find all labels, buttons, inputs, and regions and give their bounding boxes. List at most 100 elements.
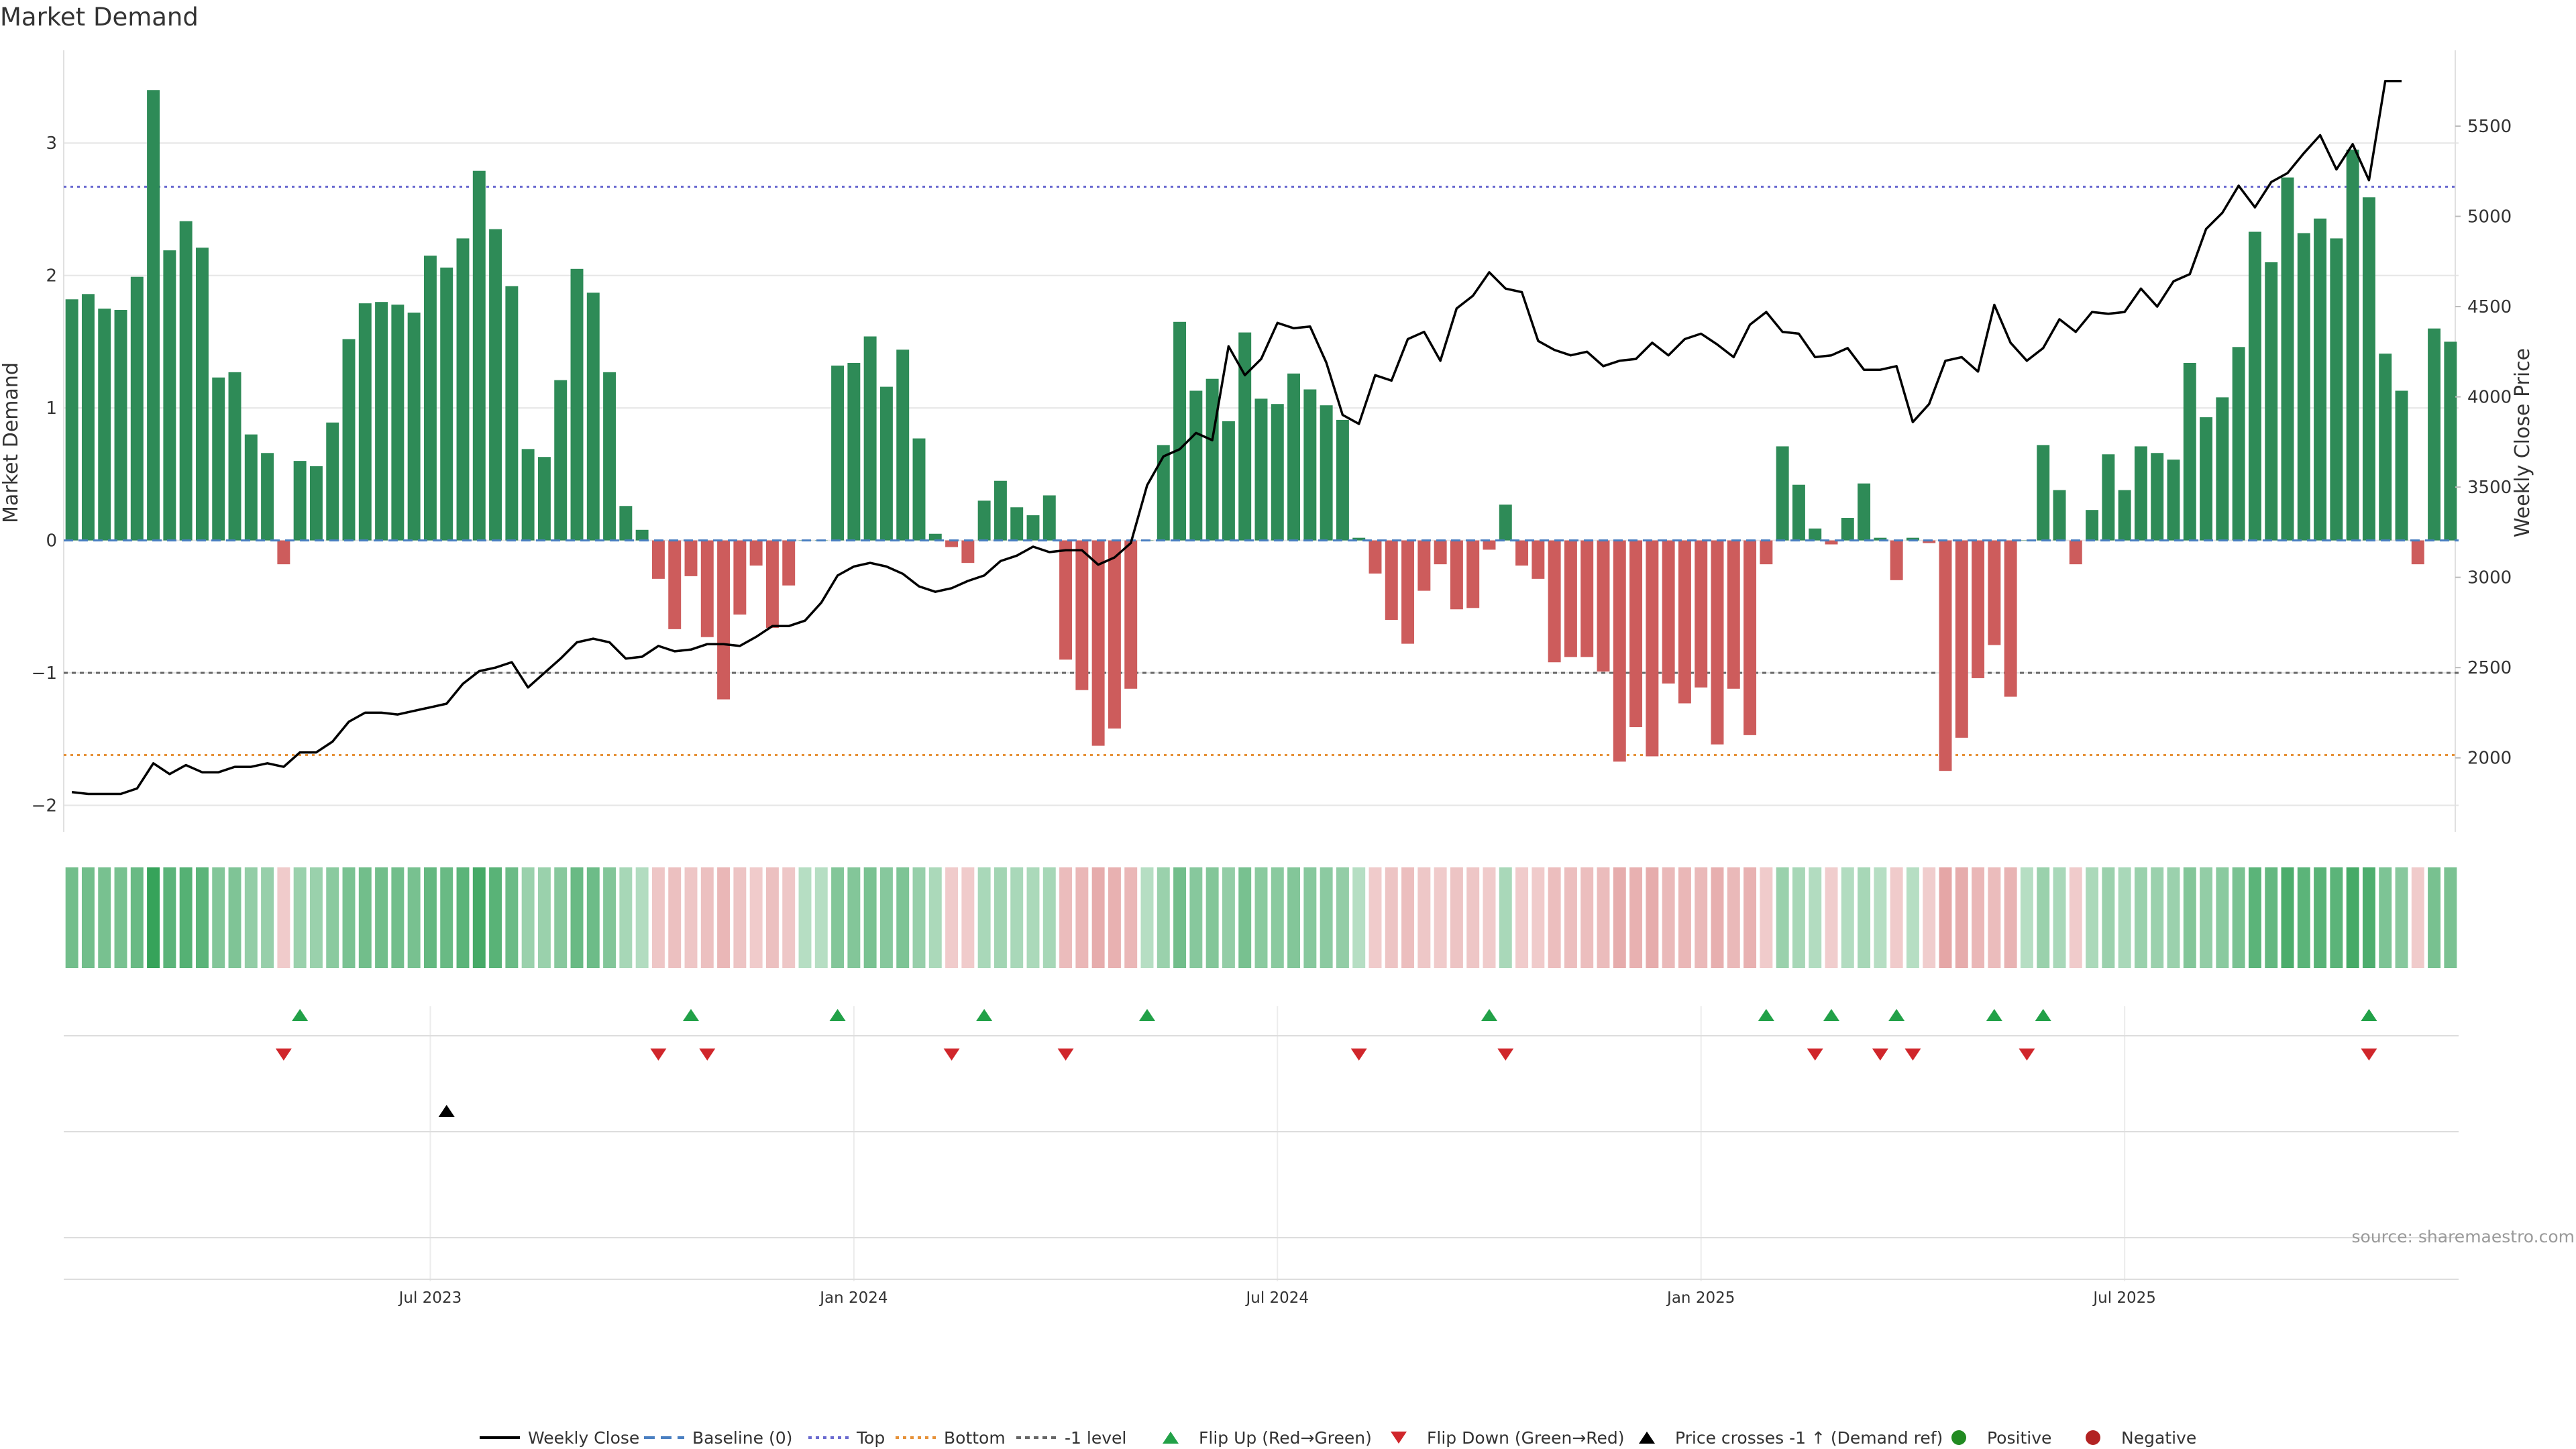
heatmap-cell xyxy=(603,867,616,968)
demand-bar-negative xyxy=(1972,540,1985,678)
demand-bar-positive xyxy=(407,312,421,541)
flip-down-marker xyxy=(2019,1049,2035,1061)
heatmap-cell xyxy=(2330,867,2343,968)
heatmap-cell xyxy=(1580,867,1594,968)
legend-item-close: Weekly Close xyxy=(480,1428,639,1448)
heatmap-cell xyxy=(261,867,274,968)
heatmap-cell xyxy=(1352,867,1366,968)
heatmap-cell xyxy=(831,867,845,968)
heatmap-cell xyxy=(847,867,861,968)
heatmap-cell xyxy=(1450,867,1463,968)
demand-bar-positive xyxy=(293,461,307,541)
flip-up-marker xyxy=(1139,1009,1155,1021)
demand-bar-positive xyxy=(505,286,519,541)
flip-down-marker xyxy=(650,1049,667,1061)
heatmap-cell xyxy=(2428,867,2441,968)
demand-bar-negative xyxy=(1646,540,1659,757)
demand-bar-negative xyxy=(1385,540,1398,621)
demand-bar-positive xyxy=(2037,445,2050,541)
legend-item-price-cross: Price crosses -1 ↑ (Demand ref) xyxy=(1639,1428,1943,1448)
heatmap-cell xyxy=(1173,867,1187,968)
demand-bar-positive xyxy=(2395,390,2408,541)
heatmap-cell xyxy=(342,867,356,968)
flip-up-marker xyxy=(2361,1009,2377,1021)
demand-bar-positive xyxy=(1352,537,1366,541)
demand-bar-negative xyxy=(1580,540,1594,657)
heatmap-cell xyxy=(244,867,258,968)
y-right-tick-label: 2500 xyxy=(2467,658,2512,678)
heatmap-cell xyxy=(472,867,486,968)
heatmap-cell xyxy=(684,867,698,968)
demand-bar-positive xyxy=(2362,197,2375,541)
heatmap-cell xyxy=(2411,867,2424,968)
legend: Weekly Close Baseline (0) Top Bottom -1 leve… xyxy=(480,1428,2196,1448)
demand-bar-positive xyxy=(1173,321,1187,541)
price-cross-marker xyxy=(438,1105,455,1117)
heatmap-cell xyxy=(1890,867,1903,968)
heatmap-cell xyxy=(309,867,323,968)
demand-bar-positive xyxy=(375,302,388,541)
y-left-tick-label: 3 xyxy=(46,133,57,154)
demand-bar-negative xyxy=(1711,540,1724,745)
heatmap-cell xyxy=(277,867,290,968)
heatmap-cell xyxy=(147,867,160,968)
y-left-tick-label: −1 xyxy=(32,663,57,684)
y-left-tick-label: 0 xyxy=(46,531,57,551)
demand-bar-negative xyxy=(1662,540,1675,684)
heatmap-cell xyxy=(2134,867,2147,968)
demand-bar-positive xyxy=(2216,397,2229,541)
heatmap-cell xyxy=(2248,867,2261,968)
demand-bar-positive xyxy=(1499,504,1512,541)
heatmap-cell xyxy=(1564,867,1577,968)
heatmap-cell xyxy=(1238,867,1252,968)
demand-bar-positive xyxy=(2297,233,2310,541)
flip-down-marker xyxy=(699,1049,716,1061)
heatmap-cell xyxy=(2379,867,2392,968)
heatmap-cell xyxy=(1254,867,1268,968)
heatmap-cell xyxy=(489,867,502,968)
heatmap-cell xyxy=(2200,867,2213,968)
heatmap-cell xyxy=(2216,867,2229,968)
legend-label: Weekly Close xyxy=(528,1428,639,1448)
heatmap-cell xyxy=(195,867,209,968)
heatmap-cell xyxy=(98,867,111,968)
demand-bar-positive xyxy=(521,449,535,541)
heatmap-cell xyxy=(1157,867,1170,968)
heatmap-cell xyxy=(879,867,893,968)
y-right-tick-label: 4500 xyxy=(2467,297,2512,317)
heatmap-cell xyxy=(782,867,796,968)
flip-down-marker xyxy=(275,1049,292,1061)
heatmap-cell xyxy=(814,867,828,968)
demand-bar-positive xyxy=(537,457,551,541)
heatmap-cell xyxy=(733,867,747,968)
demand-bar-positive xyxy=(1858,483,1871,541)
heatmap-cell xyxy=(1776,867,1789,968)
y-right-tick-label: 2000 xyxy=(2467,749,2512,769)
heatmap-cell xyxy=(179,867,193,968)
heatmap-cell xyxy=(1385,867,1398,968)
demand-bar-positive xyxy=(1303,389,1317,541)
demand-bar-positive xyxy=(1792,484,1805,541)
y-left-tick-label: −2 xyxy=(32,796,57,816)
flip-down-marker xyxy=(1807,1049,1823,1061)
demand-bar-negative xyxy=(1988,540,2001,645)
heatmap-cell xyxy=(1532,867,1545,968)
demand-bar-positive xyxy=(2053,490,2066,541)
heatmap-cell xyxy=(1336,867,1349,968)
y-right-tick-label: 4000 xyxy=(2467,388,2512,408)
heatmap-cell xyxy=(2037,867,2050,968)
flip-up-marker xyxy=(1758,1009,1774,1021)
demand-bar-positive xyxy=(114,310,127,541)
heatmap-cell xyxy=(1271,867,1284,968)
heatmap-cell xyxy=(961,867,975,968)
axes: −2 −1 0 1 2 3 2000 2500 3000 3500 4000 4500 5000 5500… xyxy=(32,117,2512,1307)
demand-bar-negative xyxy=(1401,540,1415,644)
heatmap-cell xyxy=(1906,867,1919,968)
demand-bar-positive xyxy=(228,372,241,541)
heatmap-cell xyxy=(440,867,453,968)
heatmap-cell xyxy=(1874,867,1887,968)
heatmap-cell xyxy=(651,867,665,968)
demand-bar-positive xyxy=(326,422,339,541)
demand-bar-negative xyxy=(749,540,763,566)
